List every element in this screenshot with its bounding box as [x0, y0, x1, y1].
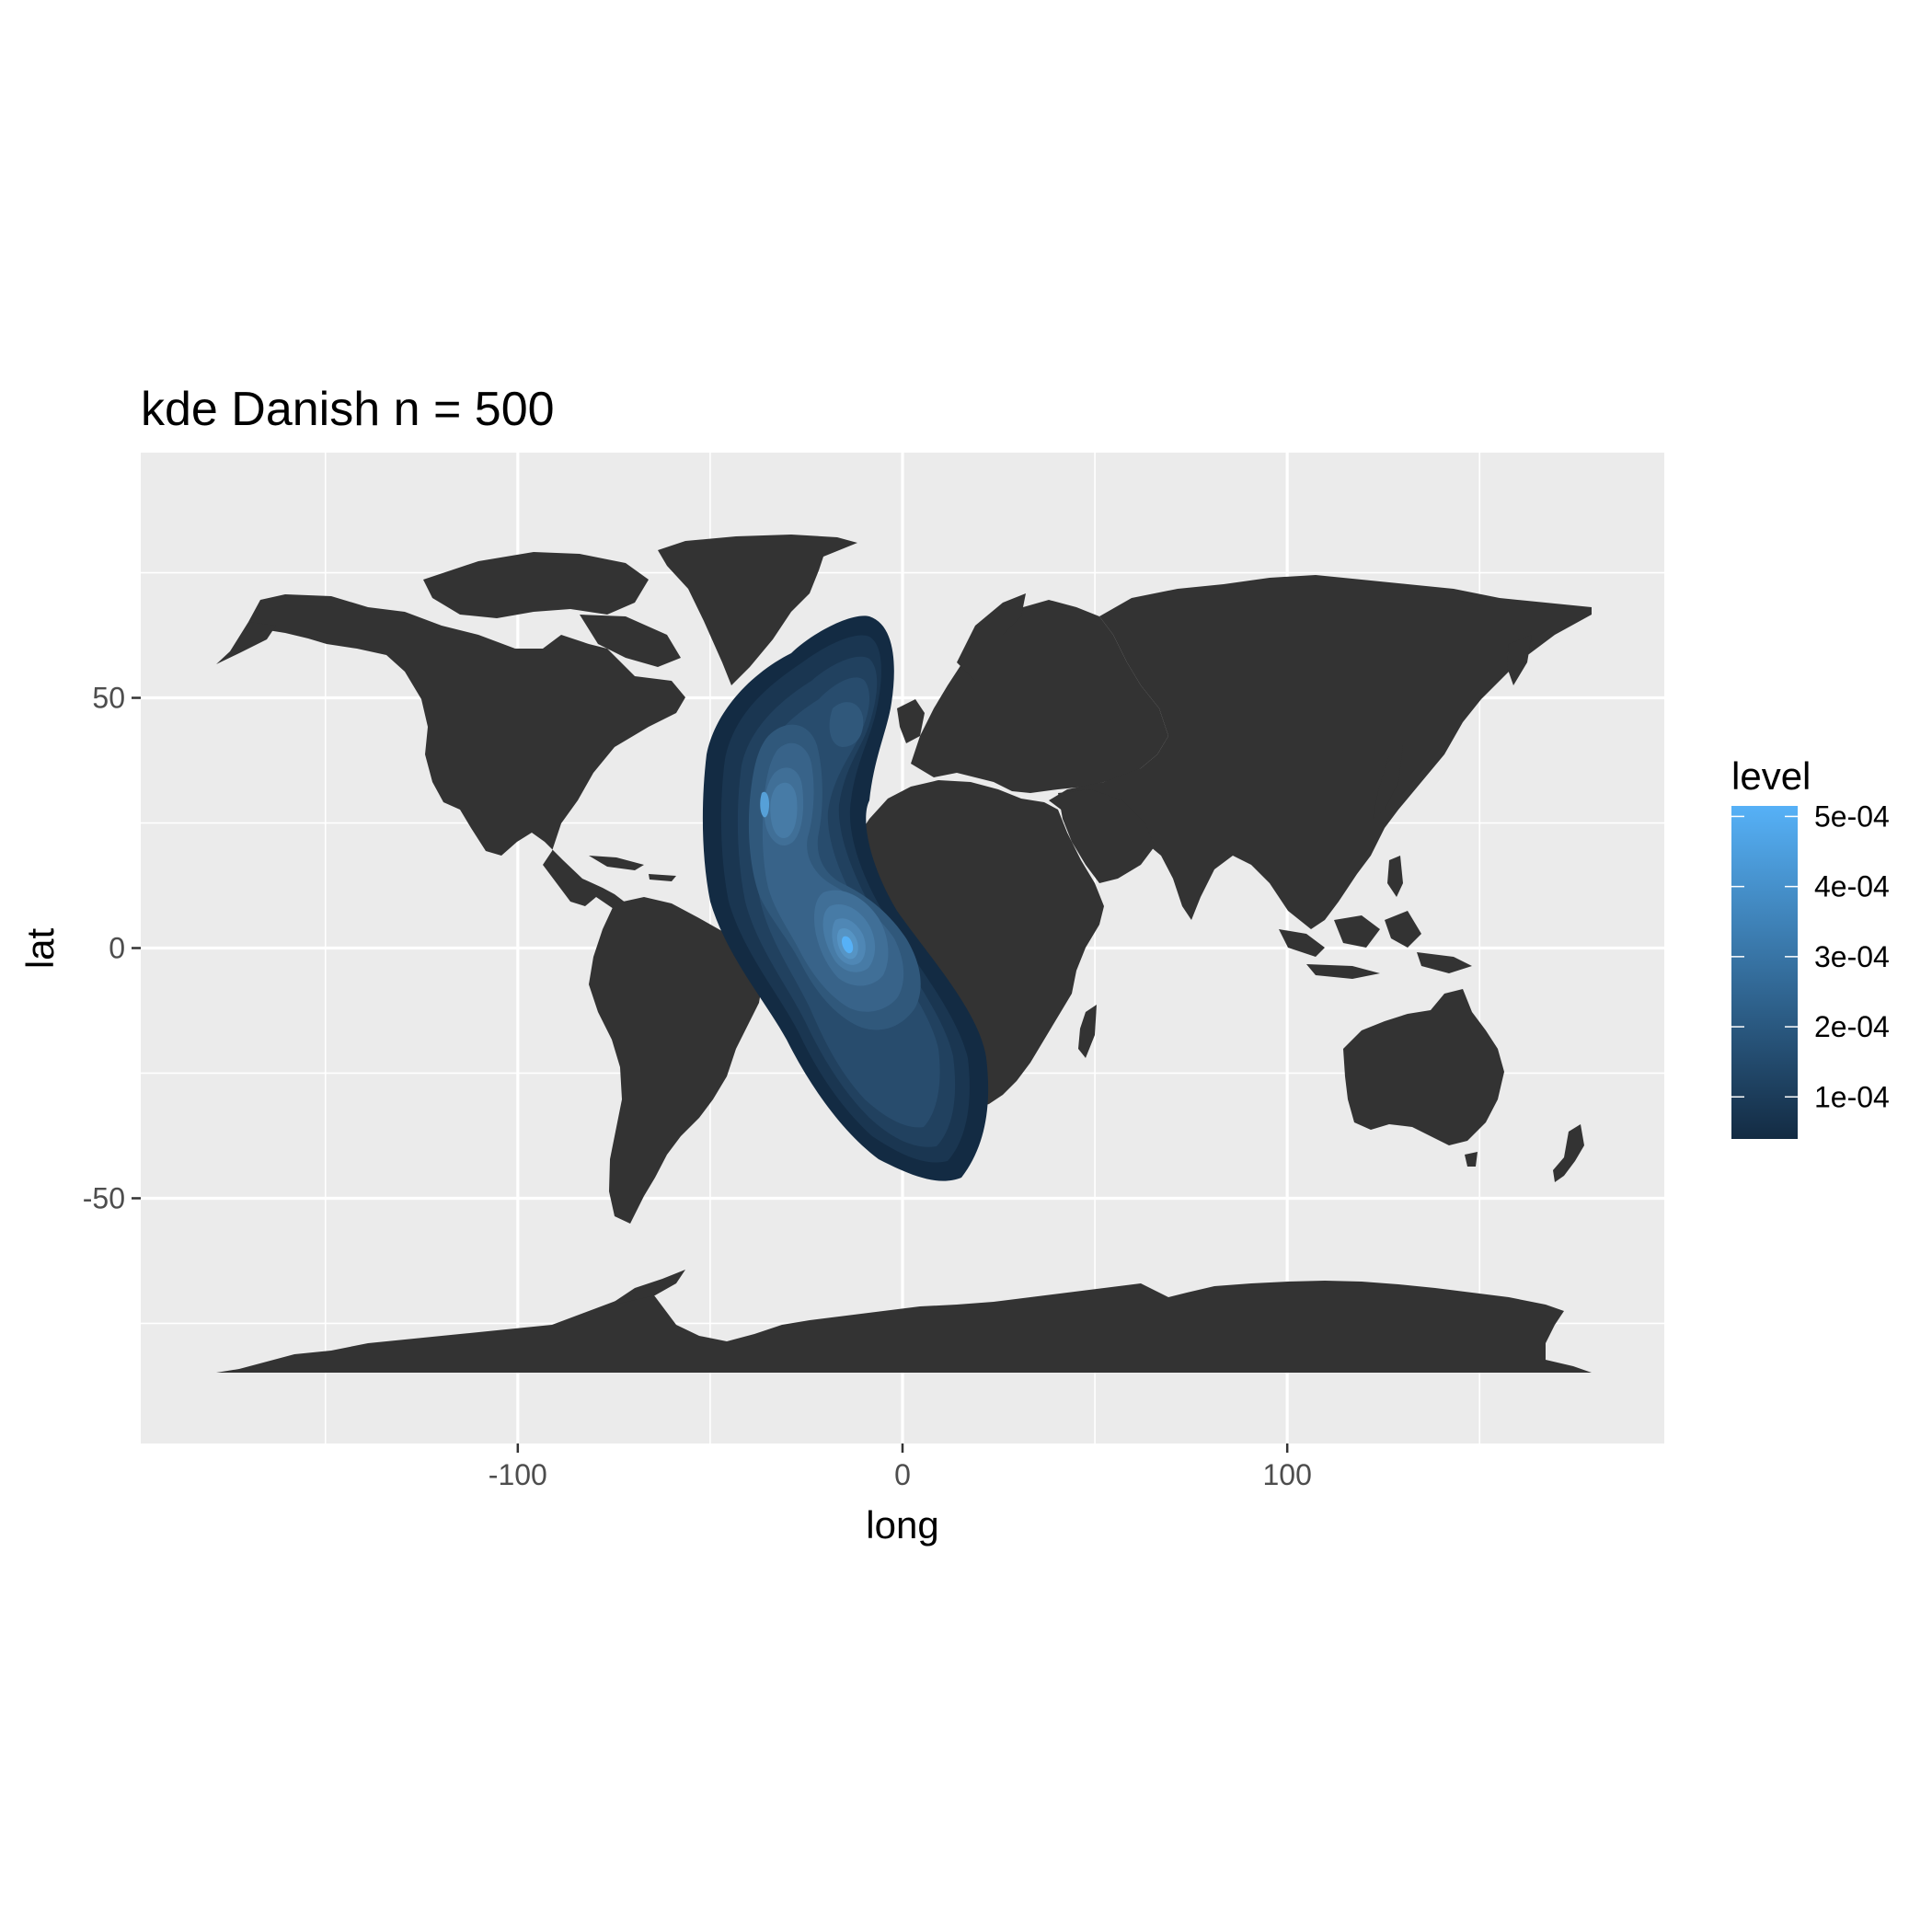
density-peak-secondary [760, 791, 769, 818]
y-axis-title: lat [18, 927, 62, 969]
land-arctic-islands [423, 552, 649, 618]
land-japan [1373, 745, 1403, 819]
land-new-zealand [1553, 1124, 1584, 1182]
land-kamchatka [1507, 635, 1532, 685]
land-greenland [658, 535, 857, 685]
density-contours [702, 615, 989, 1181]
land-british-isles [897, 699, 925, 743]
legend: level 5e-04 4e-04 3e-04 2e-04 1e-04 [1731, 754, 1890, 1139]
x-axis-title: long [866, 1503, 938, 1547]
legend-label: 2e-04 [1814, 1010, 1890, 1043]
x-tick-label: 100 [1262, 1458, 1311, 1491]
land-south-america [589, 897, 764, 1224]
land-antarctic-peninsula [607, 1270, 685, 1306]
legend-label: 5e-04 [1814, 799, 1890, 833]
land-north-america [248, 594, 685, 937]
land-scandinavia [957, 593, 1026, 681]
legend-title: level [1731, 754, 1811, 798]
land-arabia [1058, 789, 1155, 883]
land-caribbean [589, 856, 676, 881]
world-land [216, 535, 1592, 1373]
land-baffin-island [580, 615, 681, 667]
x-tick-label: -100 [489, 1458, 547, 1491]
density-level-5b [829, 702, 864, 747]
y-tick-label: -50 [83, 1181, 125, 1214]
legend-label: 1e-04 [1814, 1080, 1890, 1113]
land-philippines [1387, 856, 1403, 897]
chart-title: kde Danish n = 500 [141, 383, 555, 436]
y-tick-label: 50 [92, 682, 125, 715]
x-tick-labels: -100 0 100 [489, 1458, 1312, 1491]
legend-ticks: 5e-04 4e-04 3e-04 2e-04 1e-04 [1731, 799, 1890, 1113]
land-tasmania [1465, 1152, 1478, 1167]
legend-colorbar [1731, 806, 1798, 1139]
land-africa [839, 780, 1104, 1109]
legend-label: 3e-04 [1814, 940, 1890, 973]
land-alaska-tail [216, 622, 276, 664]
legend-label: 4e-04 [1814, 870, 1890, 903]
y-tick-label: 0 [109, 932, 125, 965]
axis-ticks [132, 696, 1289, 1453]
y-tick-labels: 50 0 -50 [83, 682, 125, 1215]
land-indonesia [1279, 911, 1472, 979]
density-level-11 [842, 936, 854, 954]
land-antarctica [216, 1281, 1592, 1373]
land-madagascar [1078, 1005, 1097, 1058]
land-australia [1343, 989, 1504, 1145]
x-tick-label: 0 [894, 1458, 911, 1491]
land-asia [1049, 575, 1592, 929]
